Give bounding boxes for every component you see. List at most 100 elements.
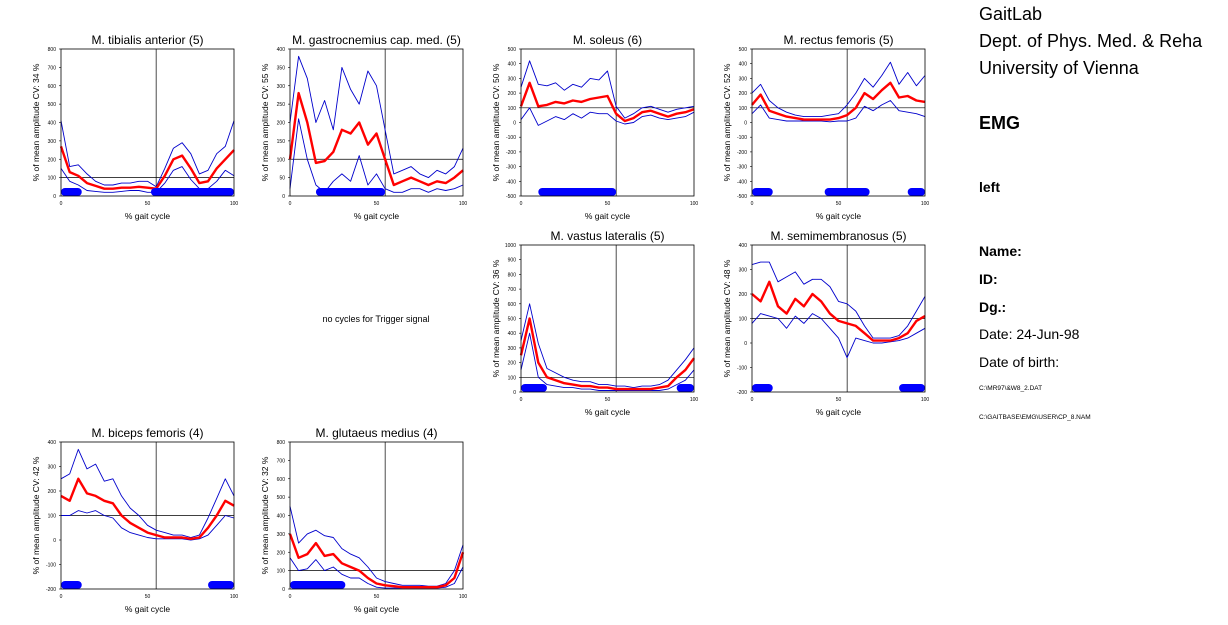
- y-tick-label: 200: [508, 361, 517, 367]
- x-tick-label: 100: [230, 594, 239, 600]
- emg-panel-5: M. semimembranosus (5) % of mean amplitud…: [722, 229, 929, 417]
- panel-title: M. biceps femoris (4): [91, 426, 203, 440]
- upper-band-curve: [289, 506, 464, 587]
- y-tick-label: 700: [48, 65, 57, 71]
- y-tick-label: 200: [48, 489, 57, 495]
- muscle-activity-bar: [61, 581, 82, 589]
- y-tick-label: 200: [739, 292, 748, 298]
- dg-label: Dg.:: [979, 299, 1007, 315]
- y-tick-label: 700: [508, 287, 517, 293]
- plot-frame: [289, 441, 464, 590]
- emg-panel-0: M. tibialis anterior (5) % of mean amplit…: [31, 33, 238, 221]
- y-tick-label: 400: [739, 243, 748, 249]
- y-tick-label: 300: [739, 268, 748, 274]
- muscle-activity-bar: [61, 188, 82, 196]
- x-tick-label: 50: [374, 201, 380, 207]
- y-tick-label: -100: [46, 563, 56, 569]
- y-tick-label: 0: [282, 194, 285, 200]
- mean-curve: [288, 91, 464, 187]
- date-text: Date: 24-Jun-98: [979, 326, 1080, 342]
- y-tick-label: 400: [48, 121, 57, 127]
- y-tick-label: 100: [48, 176, 57, 182]
- muscle-activity-bar: [315, 188, 386, 196]
- y-tick-label: 700: [277, 458, 286, 464]
- plot-frame: [751, 244, 926, 393]
- y-tick-label: -500: [737, 194, 747, 200]
- y-tick-label: 200: [277, 550, 286, 556]
- y-tick-label: -500: [506, 194, 516, 200]
- y-axis-label: % of mean amplitude CV: 32 %: [260, 456, 270, 574]
- x-tick-label: 100: [459, 201, 468, 207]
- y-tick-label: 800: [277, 440, 286, 446]
- y-tick-label: 100: [277, 569, 286, 575]
- plot-frame: [289, 48, 464, 197]
- y-tick-label: 250: [277, 102, 286, 108]
- emg-panel-4: M. vastus lateralis (5) % of mean amplitu…: [491, 229, 698, 417]
- name-file-path: C:\GAITBASE\EMG\USER\CP_8.NAM: [979, 414, 1091, 421]
- x-tick-label: 0: [751, 201, 754, 207]
- x-tick-label: 100: [230, 201, 239, 207]
- section-title: EMG: [979, 113, 1021, 133]
- y-tick-label: 800: [508, 272, 517, 278]
- y-tick-label: -100: [737, 135, 747, 141]
- x-tick-label: 0: [60, 594, 63, 600]
- y-tick-label: 500: [277, 495, 286, 501]
- upper-band-curve: [60, 120, 235, 188]
- muscle-activity-bar: [899, 384, 925, 392]
- y-tick-label: -200: [737, 390, 747, 396]
- x-axis-label: % gait cycle: [816, 211, 862, 221]
- x-tick-label: 50: [374, 594, 380, 600]
- y-tick-label: -400: [506, 179, 516, 185]
- x-tick-label: 100: [690, 397, 699, 403]
- y-tick-label: 600: [277, 477, 286, 483]
- y-tick-label: 0: [513, 390, 516, 396]
- y-tick-label: 0: [513, 121, 516, 127]
- empty-panel-notice: no cycles for Trigger signal: [322, 314, 429, 324]
- muscle-activity-bar: [907, 188, 925, 196]
- x-tick-label: 50: [836, 201, 842, 207]
- y-tick-label: 1000: [505, 243, 516, 249]
- y-tick-label: -300: [737, 165, 747, 171]
- y-tick-label: 0: [282, 587, 285, 593]
- x-tick-label: 0: [289, 201, 292, 207]
- panel-title: M. semimembranosus (5): [770, 229, 906, 243]
- y-tick-label: -200: [506, 150, 516, 156]
- panel-title: M. tibialis anterior (5): [91, 33, 203, 47]
- x-tick-label: 50: [145, 201, 151, 207]
- x-tick-label: 0: [520, 201, 523, 207]
- upper-band-curve: [289, 55, 464, 179]
- x-axis-label: % gait cycle: [585, 407, 631, 417]
- x-tick-label: 0: [289, 594, 292, 600]
- emg-panel-7: M. glutaeus medius (4) % of mean amplitud…: [260, 426, 467, 614]
- upper-band-curve: [520, 60, 695, 119]
- muscle-activity-bar: [521, 384, 547, 392]
- y-tick-label: 500: [508, 317, 517, 323]
- muscle-activity-bar: [290, 581, 346, 589]
- y-axis-label: % of mean amplitude CV: 50 %: [491, 63, 501, 181]
- y-tick-label: -400: [737, 179, 747, 185]
- y-axis-label: % of mean amplitude CV: 34 %: [31, 63, 41, 181]
- upper-band-curve: [751, 261, 926, 339]
- panel-title: M. soleus (6): [573, 33, 642, 47]
- x-tick-label: 50: [836, 397, 842, 403]
- x-axis-label: % gait cycle: [125, 211, 171, 221]
- y-tick-label: 400: [739, 62, 748, 68]
- emg-panel-6: M. biceps femoris (4) % of mean amplitude…: [31, 426, 238, 614]
- dob-label: Date of birth:: [979, 354, 1060, 370]
- x-tick-label: 50: [605, 397, 611, 403]
- lab-name: GaitLab: [979, 4, 1043, 24]
- y-tick-label: 200: [277, 121, 286, 127]
- lower-band-curve: [289, 118, 464, 193]
- x-tick-label: 100: [921, 397, 930, 403]
- y-axis-label: % of mean amplitude CV: 36 %: [491, 259, 501, 377]
- muscle-activity-bar: [752, 188, 773, 196]
- data-file-path: C:\MR97\&W8_2.DAT: [979, 385, 1043, 392]
- y-tick-label: -100: [506, 135, 516, 141]
- lower-band-curve: [751, 100, 926, 123]
- upper-band-curve: [751, 61, 926, 118]
- panel-title: M. rectus femoris (5): [783, 33, 893, 47]
- y-tick-label: 50: [279, 176, 285, 182]
- y-tick-label: 300: [48, 139, 57, 145]
- x-tick-label: 50: [145, 594, 151, 600]
- y-tick-label: -100: [737, 366, 747, 372]
